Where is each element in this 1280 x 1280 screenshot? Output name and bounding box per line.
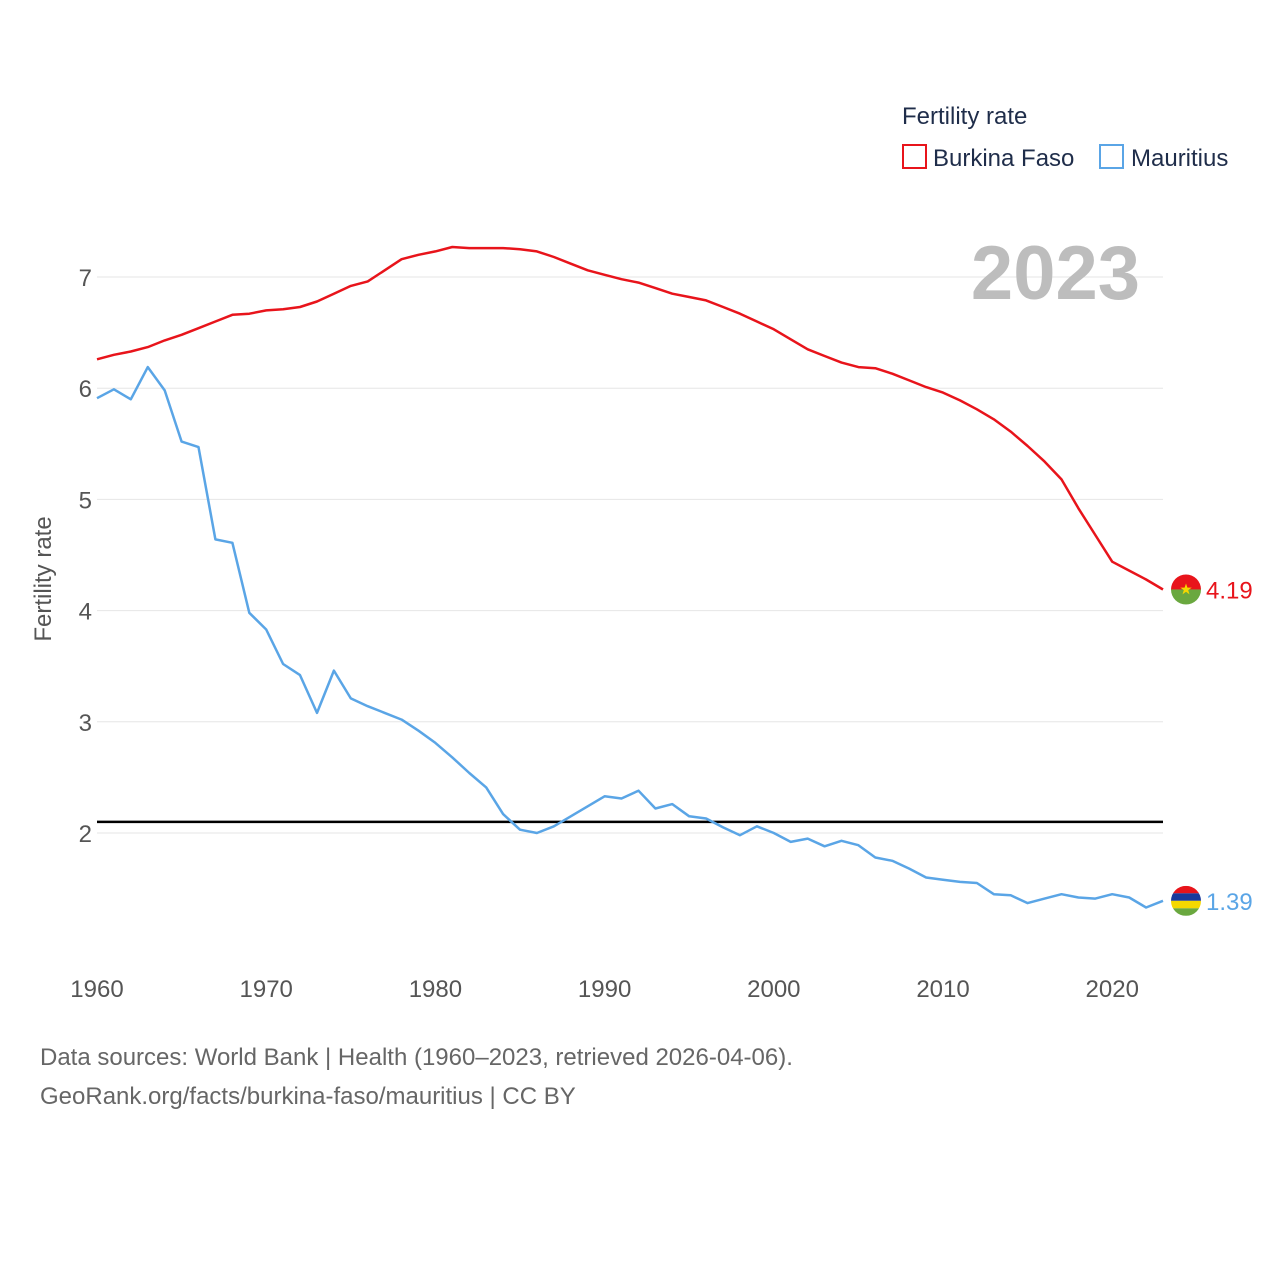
fertility-line-chart: 2 3 4 5 6 7 1960 1970 1980 1990 2000 2010 2020 Fert… — [30, 103, 1253, 1003]
x-tick-label: 1990 — [578, 976, 631, 1003]
y-axis-ticks: 2 3 4 5 6 7 — [79, 265, 92, 848]
x-tick-label: 2020 — [1086, 976, 1139, 1003]
x-tick-label: 1980 — [409, 976, 462, 1003]
x-axis-ticks: 1960 1970 1980 1990 2000 2010 2020 — [70, 976, 1139, 1003]
footer-sources: Data sources: World Bank | Health (1960–… — [40, 1044, 793, 1071]
y-tick-label: 7 — [79, 265, 92, 292]
year-watermark: 2023 — [971, 231, 1140, 316]
legend-swatch-mauritius — [1099, 144, 1124, 169]
burkina-faso-flag-icon — [1171, 574, 1201, 605]
y-axis-title: Fertility rate — [30, 516, 57, 641]
y-tick-label: 3 — [79, 710, 92, 737]
legend-label-mauritius: Mauritius — [1131, 145, 1228, 172]
end-value-label-mauritius: 1.39 — [1206, 889, 1253, 916]
series-line-mauritius — [96, 365, 1164, 909]
y-tick-label: 2 — [79, 821, 92, 848]
y-tick-label: 4 — [79, 599, 92, 626]
y-tick-label: 6 — [79, 376, 92, 403]
legend-title: Fertility rate — [902, 103, 1027, 130]
y-tick-label: 5 — [79, 487, 92, 514]
end-value-label-burkina-faso: 4.19 — [1206, 577, 1253, 604]
series-line-burkina-faso — [96, 245, 1164, 591]
mauritius-flag-icon — [1171, 885, 1201, 916]
footer-attribution: GeoRank.org/facts/burkina-faso/mauritius… — [40, 1083, 576, 1110]
gridlines — [97, 276, 1163, 834]
legend: Fertility rate Burkina Faso Mauritius — [902, 103, 1228, 172]
legend-label-burkina-faso: Burkina Faso — [933, 145, 1074, 172]
x-tick-label: 2010 — [916, 976, 969, 1003]
x-tick-label: 2000 — [747, 976, 800, 1003]
x-tick-label: 1970 — [240, 976, 293, 1003]
x-tick-label: 1960 — [70, 976, 123, 1003]
legend-swatch-burkina-faso — [902, 144, 927, 169]
